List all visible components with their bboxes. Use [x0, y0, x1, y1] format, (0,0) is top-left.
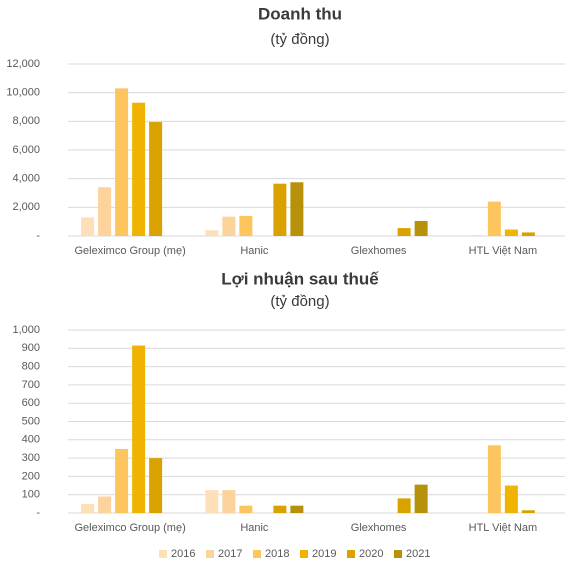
- bar: [290, 182, 304, 236]
- chart-subtitle: (tỷ đồng): [270, 31, 329, 48]
- x-tick-label: Geleximco Group (mẹ): [74, 522, 185, 534]
- legend-swatch: [159, 550, 167, 558]
- y-tick-label: 500: [22, 415, 40, 427]
- bar: [487, 201, 501, 236]
- x-tick-label: HTL Việt Nam: [469, 522, 537, 534]
- legend-label: 2016: [171, 548, 195, 560]
- y-tick-label: 1,000: [12, 324, 40, 336]
- legend-swatch: [253, 550, 261, 558]
- legend-label: 2020: [359, 548, 383, 560]
- bar: [414, 220, 428, 236]
- bar: [239, 215, 253, 236]
- bar: [149, 122, 163, 236]
- x-tick-label: Geleximco Group (mẹ): [74, 245, 185, 257]
- y-tick-label: 2,000: [12, 201, 40, 213]
- bar: [273, 505, 287, 513]
- x-tick-label: Hanic: [240, 245, 269, 257]
- legend-label: 2021: [406, 548, 430, 560]
- legend-swatch: [347, 550, 355, 558]
- chart-subtitle: (tỷ đồng): [270, 293, 329, 310]
- legend-swatch: [206, 550, 214, 558]
- bar: [81, 503, 95, 513]
- y-tick-label: 12,000: [6, 58, 40, 70]
- y-tick-label: -: [36, 230, 40, 242]
- y-tick-label: 4,000: [12, 173, 40, 185]
- bar: [504, 229, 518, 236]
- y-tick-label: 800: [22, 361, 40, 373]
- bar: [414, 484, 428, 513]
- y-tick-label: 200: [22, 470, 40, 482]
- chart-title: Lợi nhuận sau thuế: [221, 269, 379, 288]
- bar: [205, 230, 219, 236]
- bar: [149, 458, 163, 513]
- y-tick-label: 900: [22, 342, 40, 354]
- y-tick-label: 600: [22, 397, 40, 409]
- legend-swatch: [394, 550, 402, 558]
- y-tick-label: 6,000: [12, 144, 40, 156]
- y-tick-label: -: [36, 507, 40, 519]
- bar: [487, 445, 501, 513]
- x-tick-label: Glexhomes: [351, 522, 407, 534]
- bar: [98, 187, 112, 236]
- bar: [115, 448, 129, 513]
- bar: [470, 235, 484, 236]
- chart-title: Doanh thu: [258, 4, 342, 23]
- bar: [397, 228, 411, 236]
- bar: [521, 232, 535, 236]
- x-tick-label: HTL Việt Nam: [469, 245, 537, 257]
- bar: [205, 490, 219, 513]
- x-tick-label: Glexhomes: [351, 245, 407, 257]
- bar: [98, 496, 112, 513]
- bar: [504, 485, 518, 513]
- bar: [273, 183, 287, 236]
- legend-label: 2017: [218, 548, 242, 560]
- bar: [521, 510, 535, 513]
- bar: [290, 505, 304, 513]
- bar: [222, 216, 236, 236]
- y-tick-label: 300: [22, 452, 40, 464]
- bar: [115, 88, 129, 236]
- bar: [81, 217, 95, 236]
- bar: [222, 490, 236, 513]
- y-tick-label: 8,000: [12, 115, 40, 127]
- y-tick-label: 100: [22, 489, 40, 501]
- legend-label: 2019: [312, 548, 336, 560]
- bar: [397, 498, 411, 513]
- bar: [239, 505, 253, 513]
- y-tick-label: 400: [22, 434, 40, 446]
- legend-swatch: [300, 550, 308, 558]
- y-tick-label: 700: [22, 379, 40, 391]
- bar: [132, 345, 146, 513]
- x-tick-label: Hanic: [240, 522, 269, 534]
- legend-label: 2018: [265, 548, 289, 560]
- bar: [132, 102, 146, 236]
- y-tick-label: 10,000: [6, 87, 40, 99]
